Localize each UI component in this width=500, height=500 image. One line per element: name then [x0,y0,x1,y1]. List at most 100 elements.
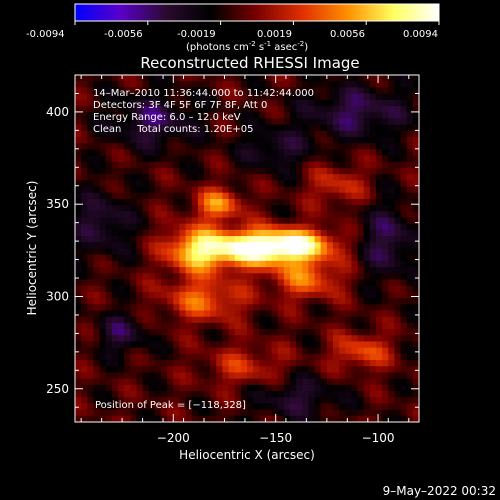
heatmap-cell [345,409,353,417]
heatmap-cell [400,415,408,422]
heatmap-cell [296,285,303,293]
heatmap-cell [406,167,414,175]
heatmap-cell [277,217,285,225]
heatmap-cell [308,285,316,293]
heatmap-cell [265,223,273,231]
heatmap-cell [173,304,181,312]
heatmap-cell [259,391,267,398]
heatmap-cell [394,291,402,299]
heatmap-cell [271,81,279,88]
heatmap-cell [271,360,279,367]
heatmap-cell [277,403,285,411]
heatmap-cell [363,180,371,188]
heatmap-cell [234,391,242,398]
heatmap-cell [234,366,242,374]
heatmap-cell [154,149,162,157]
heatmap-cell [357,366,365,374]
heatmap-cell [277,391,285,398]
heatmap-cell [382,415,389,422]
heatmap-cell [369,242,377,250]
heatmap-cell [326,105,334,113]
heatmap-cell [320,273,328,281]
heatmap-cell [142,236,150,243]
heatmap-cell [204,93,211,101]
heatmap-cell [111,167,119,175]
heatmap-cell [388,310,396,318]
heatmap-cell [167,316,174,324]
heatmap-cell [320,248,328,256]
heatmap-cell [351,180,359,188]
heatmap-cell [130,409,138,417]
heatmap-cell [394,223,402,231]
heatmap-cell [351,403,359,411]
heatmap-cell [265,99,273,107]
heatmap-cell [111,118,119,126]
heatmap-cell [320,130,328,138]
heatmap-cell [222,384,230,392]
heatmap-cell [314,99,322,107]
heatmap-cell [247,397,254,405]
heatmap-cell [240,136,248,144]
heatmap-cell [259,267,267,274]
heatmap-cell [290,155,297,163]
heatmap-cell [167,223,174,231]
heatmap-cell [253,143,260,150]
heatmap-cell [400,273,408,281]
heatmap-cell [247,248,254,256]
heatmap-cell [357,378,365,386]
heatmap-cell [111,248,119,256]
heatmap-cell [216,260,224,268]
heatmap-cell [210,285,217,293]
heatmap-cell [296,192,303,200]
heatmap-cell [111,81,119,88]
heatmap-cell [105,254,113,262]
heatmap-cell [296,155,303,163]
heatmap-cell [173,223,181,231]
heatmap-cell [185,260,193,268]
heatmap-cell [148,409,156,417]
heatmap-cell [93,87,101,95]
heatmap-cell [247,279,254,287]
heatmap-cell [382,236,389,243]
heatmap-cell [154,167,162,175]
heatmap-cell [154,322,162,330]
heatmap-cell [204,279,211,287]
heatmap-cell [154,335,162,343]
heatmap-cell [197,81,205,88]
heatmap-cell [320,298,328,305]
heatmap-cell [210,161,217,169]
heatmap-cell [333,304,340,312]
heatmap-cell [308,341,316,349]
heatmap-cell [326,341,334,349]
heatmap-cell [296,87,303,95]
heatmap-cell [240,254,248,262]
heatmap-cell [81,372,88,380]
heatmap-cell [111,415,119,422]
heatmap-cell [333,192,340,200]
heatmap-cell [388,260,396,268]
heatmap-cell [154,360,162,367]
heatmap-cell [314,291,322,299]
heatmap-cell [148,372,156,380]
heatmap-cell [75,322,82,330]
heatmap-cell [191,192,199,200]
heatmap-cell [93,211,101,219]
heatmap-cell [259,217,267,225]
heatmap-cell [277,192,285,200]
heatmap-cell [339,310,346,318]
heatmap-cell [81,236,88,243]
heatmap-cell [320,384,328,392]
colorbar-tick-label: -0.0056 [104,29,143,40]
heatmap-cell [394,130,402,138]
heatmap-cell [234,211,242,219]
heatmap-cell [234,186,242,194]
heatmap-cell [234,341,242,349]
heatmap-cell [136,372,144,380]
heatmap-cell [314,341,322,349]
heatmap-cell [240,310,248,318]
heatmap-cell [173,124,181,132]
heatmap-cell [75,273,82,281]
heatmap-cell [216,130,224,138]
heatmap-cell [247,205,254,212]
heatmap-cell [154,161,162,169]
